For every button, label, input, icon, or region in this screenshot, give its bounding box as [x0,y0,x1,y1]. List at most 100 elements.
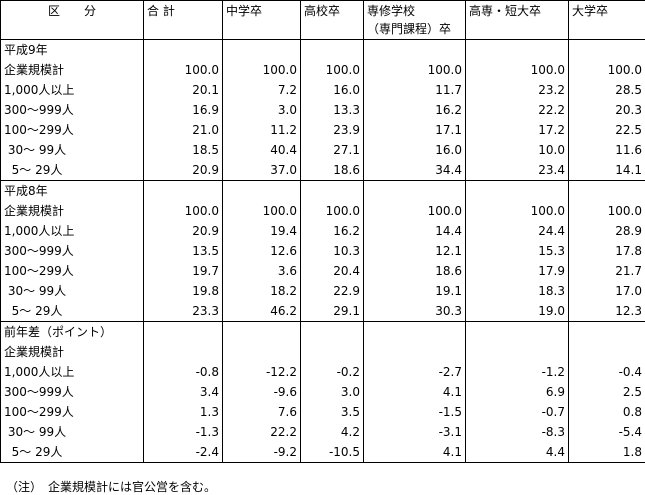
value-cell: 4.1 [363,442,466,463]
value-cell: 11.6 [568,140,645,160]
empty-cell [143,321,223,342]
column-header: 合 計 [143,0,223,40]
empty-cell [222,342,301,362]
value-cell: 7.6 [222,402,301,422]
value-cell: 16.2 [300,221,364,241]
value-cell: 4.4 [465,442,569,463]
empty-cell [465,180,569,201]
value-cell: 20.4 [300,261,364,281]
row-label: 30～ 99人 [0,422,144,442]
value-cell: 3.4 [143,382,223,402]
value-cell: 13.3 [300,100,364,120]
row-label: 1,000人以上 [0,221,144,241]
section-title: 平成9年 [0,39,144,60]
row-label: 300～999人 [0,100,144,120]
note-mark: （注） [6,480,37,494]
value-cell: -0.2 [300,362,364,382]
value-cell: 18.6 [300,160,364,181]
value-cell: 3.0 [300,382,364,402]
value-cell: -1.2 [465,362,569,382]
value-cell: 14.1 [568,160,645,181]
column-header: 中学卒 [222,0,301,40]
row-label: 5～ 29人 [0,442,144,463]
value-cell: -8.3 [465,422,569,442]
empty-cell [363,321,466,342]
row-label: 100～299人 [0,402,144,422]
value-cell: 100.0 [300,201,364,221]
value-cell: 100.0 [363,60,466,80]
empty-cell [568,39,645,60]
value-cell: 17.0 [568,281,645,301]
empty-cell [465,342,569,362]
row-label: 5～ 29人 [0,160,144,181]
value-cell: 10.3 [300,241,364,261]
column-header: 高専・短大卒 [465,0,569,40]
value-cell: 3.6 [222,261,301,281]
value-cell: 46.2 [222,301,301,322]
value-cell: 23.4 [465,160,569,181]
data-row: 30～ 99人 18.5 40.4 27.1 16.0 10.0 11.6 [0,140,645,160]
empty-cell [568,180,645,201]
data-row: 1,000人以上 20.9 19.4 16.2 14.4 24.4 28.9 [0,221,645,241]
value-cell: 2.5 [568,382,645,402]
value-cell: 12.3 [568,301,645,322]
section-title: 前年差（ポイント） [0,321,144,342]
row-label: 300～999人 [0,382,144,402]
value-cell: 16.2 [363,100,466,120]
value-cell: 22.5 [568,120,645,140]
value-cell: 28.9 [568,221,645,241]
empty-cell [300,342,364,362]
empty-cell [568,342,645,362]
value-cell: -1.3 [143,422,223,442]
data-row: 300～999人 16.9 3.0 13.3 16.2 22.2 20.3 [0,100,645,120]
data-row: 企業規模計 100.0 100.0 100.0 100.0 100.0 100.0 [0,60,645,80]
value-cell: 13.5 [143,241,223,261]
value-cell: -0.8 [143,362,223,382]
value-cell: 19.4 [222,221,301,241]
data-row: 1,000人以上 20.1 7.2 16.0 11.7 23.2 28.5 [0,80,645,100]
value-cell: 100.0 [363,201,466,221]
value-cell: 20.1 [143,80,223,100]
empty-cell [363,39,466,60]
empty-cell [568,321,645,342]
empty-cell [143,180,223,201]
value-cell: 11.2 [222,120,301,140]
row-label: 企業規模計 [0,201,144,221]
value-cell: 6.9 [465,382,569,402]
row-label: 100～299人 [0,120,144,140]
section: 前年差（ポイント） 企業規模計 1,000人以上 -0.8 -12.2 -0.2 -2.7-… [0,321,645,463]
value-cell: 19.0 [465,301,569,322]
value-cell: 100.0 [465,60,569,80]
empty-cell [143,39,223,60]
value-cell: 20.9 [143,221,223,241]
row-label: 1,000人以上 [0,362,144,382]
value-cell: 23.3 [143,301,223,322]
value-cell: 3.5 [300,402,364,422]
value-cell: 30.3 [363,301,466,322]
section-title: 平成8年 [0,180,144,201]
data-row: 企業規模計 [0,342,645,362]
value-cell: -2.7 [363,362,466,382]
value-cell: 11.7 [363,80,466,100]
row-label: 30～ 99人 [0,140,144,160]
empty-cell [363,180,466,201]
value-cell: -1.5 [363,402,466,422]
value-cell: 37.0 [222,160,301,181]
value-cell: 4.1 [363,382,466,402]
value-cell: 20.3 [568,100,645,120]
value-cell: 1.8 [568,442,645,463]
value-cell: 1.3 [143,402,223,422]
value-cell: 100.0 [143,201,223,221]
value-cell: 17.2 [465,120,569,140]
column-header: 大学卒 [568,0,645,40]
value-cell: -5.4 [568,422,645,442]
empty-cell [143,342,223,362]
empty-cell [465,321,569,342]
note: （注） 企業規模計には官公営を含む。 [6,478,216,495]
value-cell: 20.9 [143,160,223,181]
value-cell: 100.0 [568,60,645,80]
value-cell: 34.4 [363,160,466,181]
value-cell: -2.4 [143,442,223,463]
row-label: 100～299人 [0,261,144,281]
